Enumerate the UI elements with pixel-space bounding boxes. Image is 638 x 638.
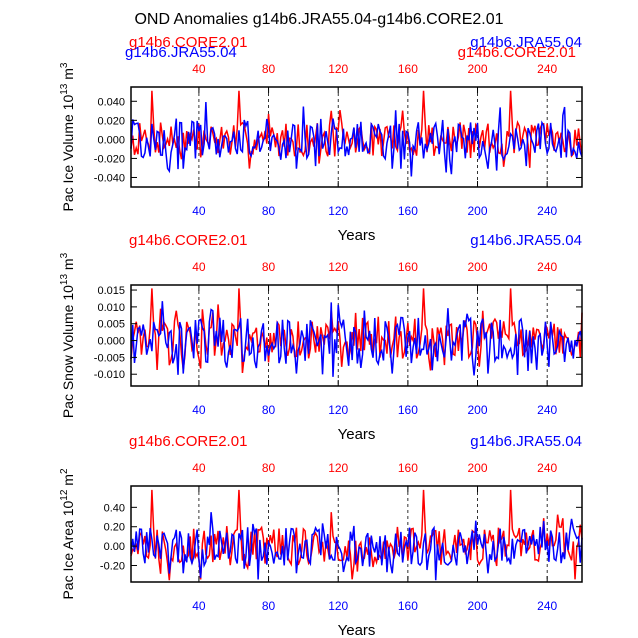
x-tick-label-top: 200 [468,260,488,274]
x-tick-label-bottom: 160 [398,403,418,417]
y-axis-title-part: m [60,258,76,274]
x-tick-label-top: 160 [398,461,418,475]
x-tick-label-top: 160 [398,62,418,76]
y-tick-label: 0.040 [97,96,125,108]
series-line-jra [130,301,583,377]
y-axis-title: Pac Snow Volume 1013 m3 [59,252,76,418]
y-tick-label: 0.000 [97,336,125,348]
plot-frame [130,86,583,188]
x-tick-label-bottom: 80 [262,599,276,613]
x-tick-label-bottom: 200 [468,204,488,218]
x-tick-label-top: 40 [192,461,206,475]
y-tick-label: 0.010 [97,302,125,314]
legend-right: g14b6.JRA55.04 [470,232,582,249]
legend-right: g14b6.JRA55.04 [470,433,582,450]
x-tick-label-top: 80 [262,260,276,274]
panel-3: -0.20 0.00 0.20 0.40 40 40 80 80 120 120 160 160 200… [59,433,583,638]
x-tick-label-bottom: 200 [468,403,488,417]
x-tick-label-top: 120 [328,260,348,274]
legend-right: g14b6.JRA55.04 [470,34,582,51]
y-axis-title-part: Pac Snow Volume 10 [60,285,76,418]
y-tick-label: -0.020 [94,153,125,165]
y-tick-label: 0.000 [97,134,125,146]
x-tick-label-top: 120 [328,461,348,475]
x-tick-label-bottom: 40 [192,599,206,613]
x-tick-label-top: 40 [192,62,206,76]
series-line-jra [130,512,583,581]
x-tick-label-bottom: 80 [262,403,276,417]
x-tick-label-bottom: 40 [192,204,206,218]
y-tick-label: -0.010 [94,369,125,381]
x-tick-label-bottom: 160 [398,204,418,218]
y-axis-title-part: m [60,474,76,490]
y-axis-title: Pac Ice Volume 1013 m3 [59,62,76,211]
y-tick-label: 0.020 [97,115,125,127]
x-tick-label-top: 120 [328,62,348,76]
y-axis-title-part: 3 [59,62,70,68]
x-axis-title: Years [338,426,376,443]
x-tick-label-bottom: 160 [398,599,418,613]
y-tick-label: 0.005 [97,319,125,331]
x-tick-label-top: 240 [537,461,557,475]
y-tick-label: 0.015 [97,285,125,297]
x-tick-label-top: 200 [468,62,488,76]
y-axis-title-part: m [60,68,76,84]
y-axis-title-part: 12 [59,489,70,501]
x-tick-label-bottom: 80 [262,204,276,218]
y-tick-label: -0.005 [94,352,125,364]
x-tick-label-bottom: 240 [537,599,557,613]
x-tick-label-top: 240 [537,62,557,76]
legend-left: g14b6.CORE2.01 [129,433,247,450]
y-tick-label: -0.040 [94,172,125,184]
y-tick-label: -0.20 [100,561,125,573]
x-tick-label-top: 200 [468,461,488,475]
y-axis-title-part: Pac Ice Area 10 [60,500,76,599]
x-tick-label-bottom: 120 [328,403,348,417]
x-tick-label-top: 80 [262,62,276,76]
x-tick-label-bottom: 240 [537,403,557,417]
y-axis-title: Pac Ice Area 1012 m2 [59,468,76,600]
y-axis-title-part: 2 [59,468,70,474]
y-axis-title-part: 3 [59,252,70,258]
series-line-core [130,90,583,169]
x-tick-label-bottom: 40 [192,403,206,417]
x-tick-label-bottom: 240 [537,204,557,218]
plot-frame [130,284,583,387]
y-axis-title-part: 13 [59,83,70,95]
legend-left-overlap: g14b6.JRA55.04 [125,44,237,61]
x-tick-label-bottom: 120 [328,204,348,218]
series-line-jra [130,102,583,177]
x-tick-label-bottom: 200 [468,599,488,613]
x-tick-label-bottom: 120 [328,599,348,613]
y-tick-label: 0.20 [104,522,125,534]
x-tick-label-top: 80 [262,461,276,475]
y-axis-title-part: 13 [59,274,70,286]
x-axis-title: Years [338,622,376,638]
series-line-core [130,288,583,374]
x-tick-label-top: 160 [398,260,418,274]
x-tick-label-top: 240 [537,260,557,274]
panel-1: -0.040 -0.020 0.000 0.020 0.040 40 40 80 80 120 12… [59,34,583,244]
y-tick-label: 0.00 [104,541,125,553]
legend-right-overlap: g14b6.CORE2.01 [458,44,576,61]
y-axis-title-part: Pac Ice Volume 10 [60,95,76,212]
legend-left: g14b6.CORE2.01 [129,232,247,249]
y-tick-label: 0.40 [104,502,125,514]
x-tick-label-top: 40 [192,260,206,274]
panel-2: -0.010 -0.005 0.000 0.005 0.010 0.015 40 40 80 80… [59,232,583,443]
x-axis-title: Years [338,227,376,244]
chart-title: OND Anomalies g14b6.JRA55.04-g14b6.CORE2… [134,11,503,28]
legend-left: g14b6.CORE2.01 [129,34,247,51]
plot-frame [130,485,583,583]
